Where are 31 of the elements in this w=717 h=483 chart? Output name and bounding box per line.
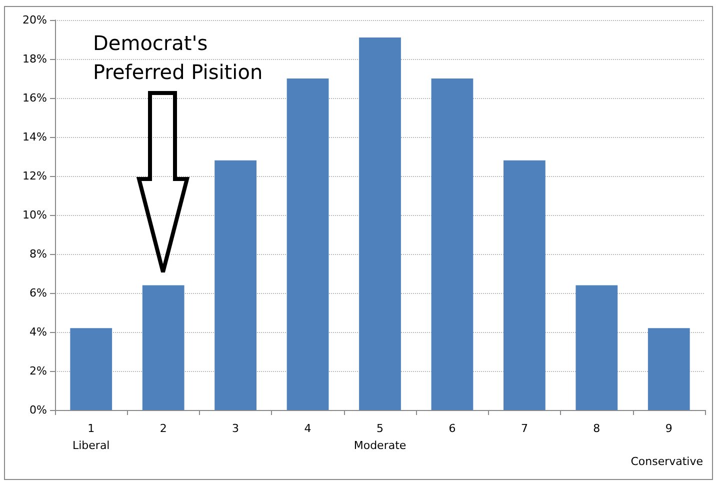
y-tick-label: 18% [22,52,47,66]
bar [70,328,112,410]
y-tick-label: 4% [30,326,47,338]
bar [214,160,256,410]
x-axis-title: Conservative [630,455,704,468]
x-tick-label: 2 [160,422,167,435]
annotation: Democrat's Preferred Pisition [93,30,263,86]
bar [431,78,474,410]
x-tick-label: 9 [665,422,672,435]
bar [504,160,546,410]
bar [359,38,401,410]
bar [648,328,690,410]
y-tick-label: 16% [22,92,47,104]
bar [142,285,184,410]
x-tick-label: 6 [448,422,456,435]
y-tick-label: 20% [22,14,47,26]
y-tick-label: 12% [22,170,47,182]
y-tick-label: 10% [22,208,47,222]
y-tick-label: 6% [30,286,47,300]
x-tick-label: 5 Moderate [354,422,406,452]
y-tick-label: 8% [30,248,47,260]
bar [576,285,618,410]
y-tick-label: 2% [30,364,47,378]
bar [286,78,329,410]
y-tick-label: 14% [22,130,47,144]
x-tick-label: 7 [520,422,528,435]
x-tick-label: 8 [593,422,600,435]
x-tick-label: 3 [232,422,240,435]
x-tick-label: 4 [304,422,312,435]
x-tick-label: 1 Liberal [72,422,110,452]
y-tick-label: 0% [30,404,47,416]
